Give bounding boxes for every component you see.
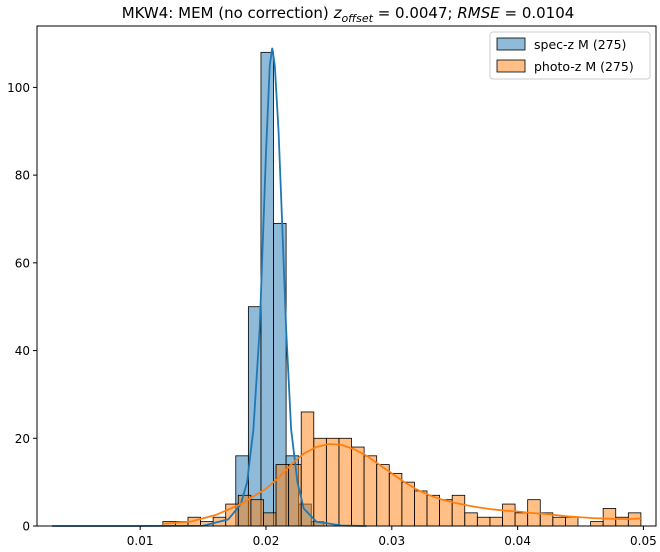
y-tick-label: 0 (22, 520, 30, 534)
histogram-bar (476, 516, 491, 527)
title-offset-value: = 0.0047; (373, 4, 457, 22)
legend-label-photo-z: photo-z M (275) (534, 59, 634, 74)
y-tick-label: 20 (15, 432, 30, 446)
y-tick-label: 80 (15, 169, 30, 183)
histogram-bar (451, 494, 466, 527)
title-z-symbol: z (333, 4, 343, 22)
chart-title: MKW4: MEM (no correction) zoffset = 0.00… (122, 4, 575, 25)
histogram-bar (313, 437, 327, 527)
x-tick-label: 0.05 (630, 534, 657, 548)
legend: spec-z M (275) photo-z M (275) (489, 31, 651, 80)
histogram-bar (552, 516, 566, 527)
histogram-bar (489, 516, 503, 527)
title-rmse-symbol: RMSE (457, 4, 500, 22)
histogram-bar (401, 481, 415, 527)
y-tick-label: 100 (7, 81, 30, 95)
histogram-bar (388, 472, 403, 527)
histogram-bar (325, 437, 340, 527)
title-offset-subscript: offset (341, 12, 373, 25)
legend-frame (489, 31, 651, 80)
histogram-bar (602, 508, 617, 527)
histogram-bar (565, 516, 579, 527)
histogram-bar (288, 464, 302, 527)
legend-swatch-photo-z (496, 59, 526, 73)
x-tick-label: 0.01 (127, 534, 154, 548)
histogram-bar (464, 512, 478, 527)
axes: 0.01 0.02 0.03 0.04 0.05 0 20 40 60 80 100 (7, 25, 657, 548)
legend-label-spec-z: spec-z M (275) (534, 37, 626, 52)
histogram-bar (376, 464, 390, 527)
histogram-bar (250, 499, 264, 527)
y-tick-label: 60 (15, 256, 30, 270)
title-prefix: MKW4: MEM (no correction) (122, 4, 334, 22)
histogram-bar (414, 490, 428, 527)
plot-area (52, 47, 642, 527)
x-tick-label: 0.04 (504, 534, 531, 548)
title-rmse-value: = 0.0104 (500, 4, 575, 22)
histogram-bar (363, 455, 378, 527)
histogram-bar (338, 437, 352, 527)
histogram-bar (439, 499, 453, 527)
y-tick-label: 40 (15, 344, 30, 358)
axes-frame (36, 25, 657, 527)
kde-curve-0 (52, 47, 367, 527)
histogram-bar (351, 446, 365, 527)
histogram-bar (514, 512, 529, 527)
kde-curve-1 (162, 443, 641, 525)
x-tick-label: 0.03 (378, 534, 405, 548)
x-tick-label: 0.02 (253, 534, 280, 548)
legend-swatch-spec-z (496, 37, 526, 51)
histogram-bar (502, 503, 516, 527)
histogram-bar (263, 512, 277, 527)
histogram-bar (590, 521, 604, 527)
series-1-bars (162, 411, 642, 527)
histogram-bar (426, 494, 440, 527)
